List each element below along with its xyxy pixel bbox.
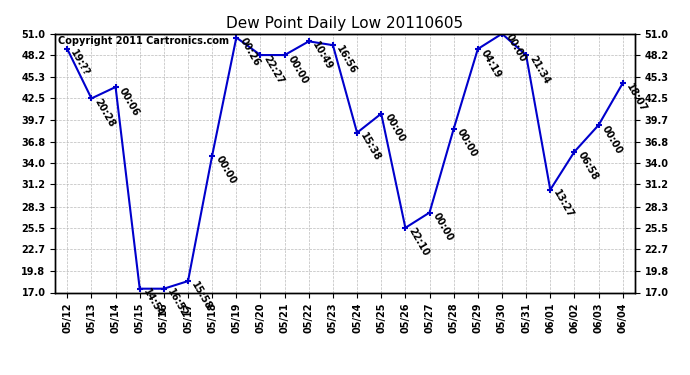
Text: 22:10: 22:10 bbox=[407, 226, 431, 258]
Text: 00:00: 00:00 bbox=[600, 124, 624, 156]
Title: Dew Point Daily Low 20110605: Dew Point Daily Low 20110605 bbox=[226, 16, 464, 31]
Text: 04:19: 04:19 bbox=[480, 48, 504, 80]
Text: Copyright 2011 Cartronics.com: Copyright 2011 Cartronics.com bbox=[58, 36, 229, 46]
Text: 15:38: 15:38 bbox=[359, 131, 383, 163]
Text: 19:??: 19:?? bbox=[69, 48, 92, 78]
Text: 18:07: 18:07 bbox=[624, 82, 649, 114]
Text: 21:34: 21:34 bbox=[528, 54, 552, 86]
Text: 13:27: 13:27 bbox=[552, 188, 576, 220]
Text: 16:52: 16:52 bbox=[166, 287, 190, 319]
Text: 10:49: 10:49 bbox=[310, 40, 335, 72]
Text: 00:00: 00:00 bbox=[383, 112, 407, 144]
Text: 20:28: 20:28 bbox=[93, 97, 117, 129]
Text: 00:00: 00:00 bbox=[286, 54, 310, 86]
Text: 00:00: 00:00 bbox=[431, 211, 455, 243]
Text: 22:27: 22:27 bbox=[262, 54, 286, 86]
Text: 15:58: 15:58 bbox=[190, 280, 214, 312]
Text: 14:54: 14:54 bbox=[141, 287, 166, 319]
Text: 00:00: 00:00 bbox=[455, 128, 480, 159]
Text: 06:58: 06:58 bbox=[576, 150, 600, 182]
Text: 00:26: 00:26 bbox=[238, 36, 262, 68]
Text: 00:06: 00:06 bbox=[117, 86, 141, 117]
Text: 16:56: 16:56 bbox=[335, 44, 359, 76]
Text: 00:00: 00:00 bbox=[504, 32, 528, 64]
Text: 00:00: 00:00 bbox=[214, 154, 238, 186]
